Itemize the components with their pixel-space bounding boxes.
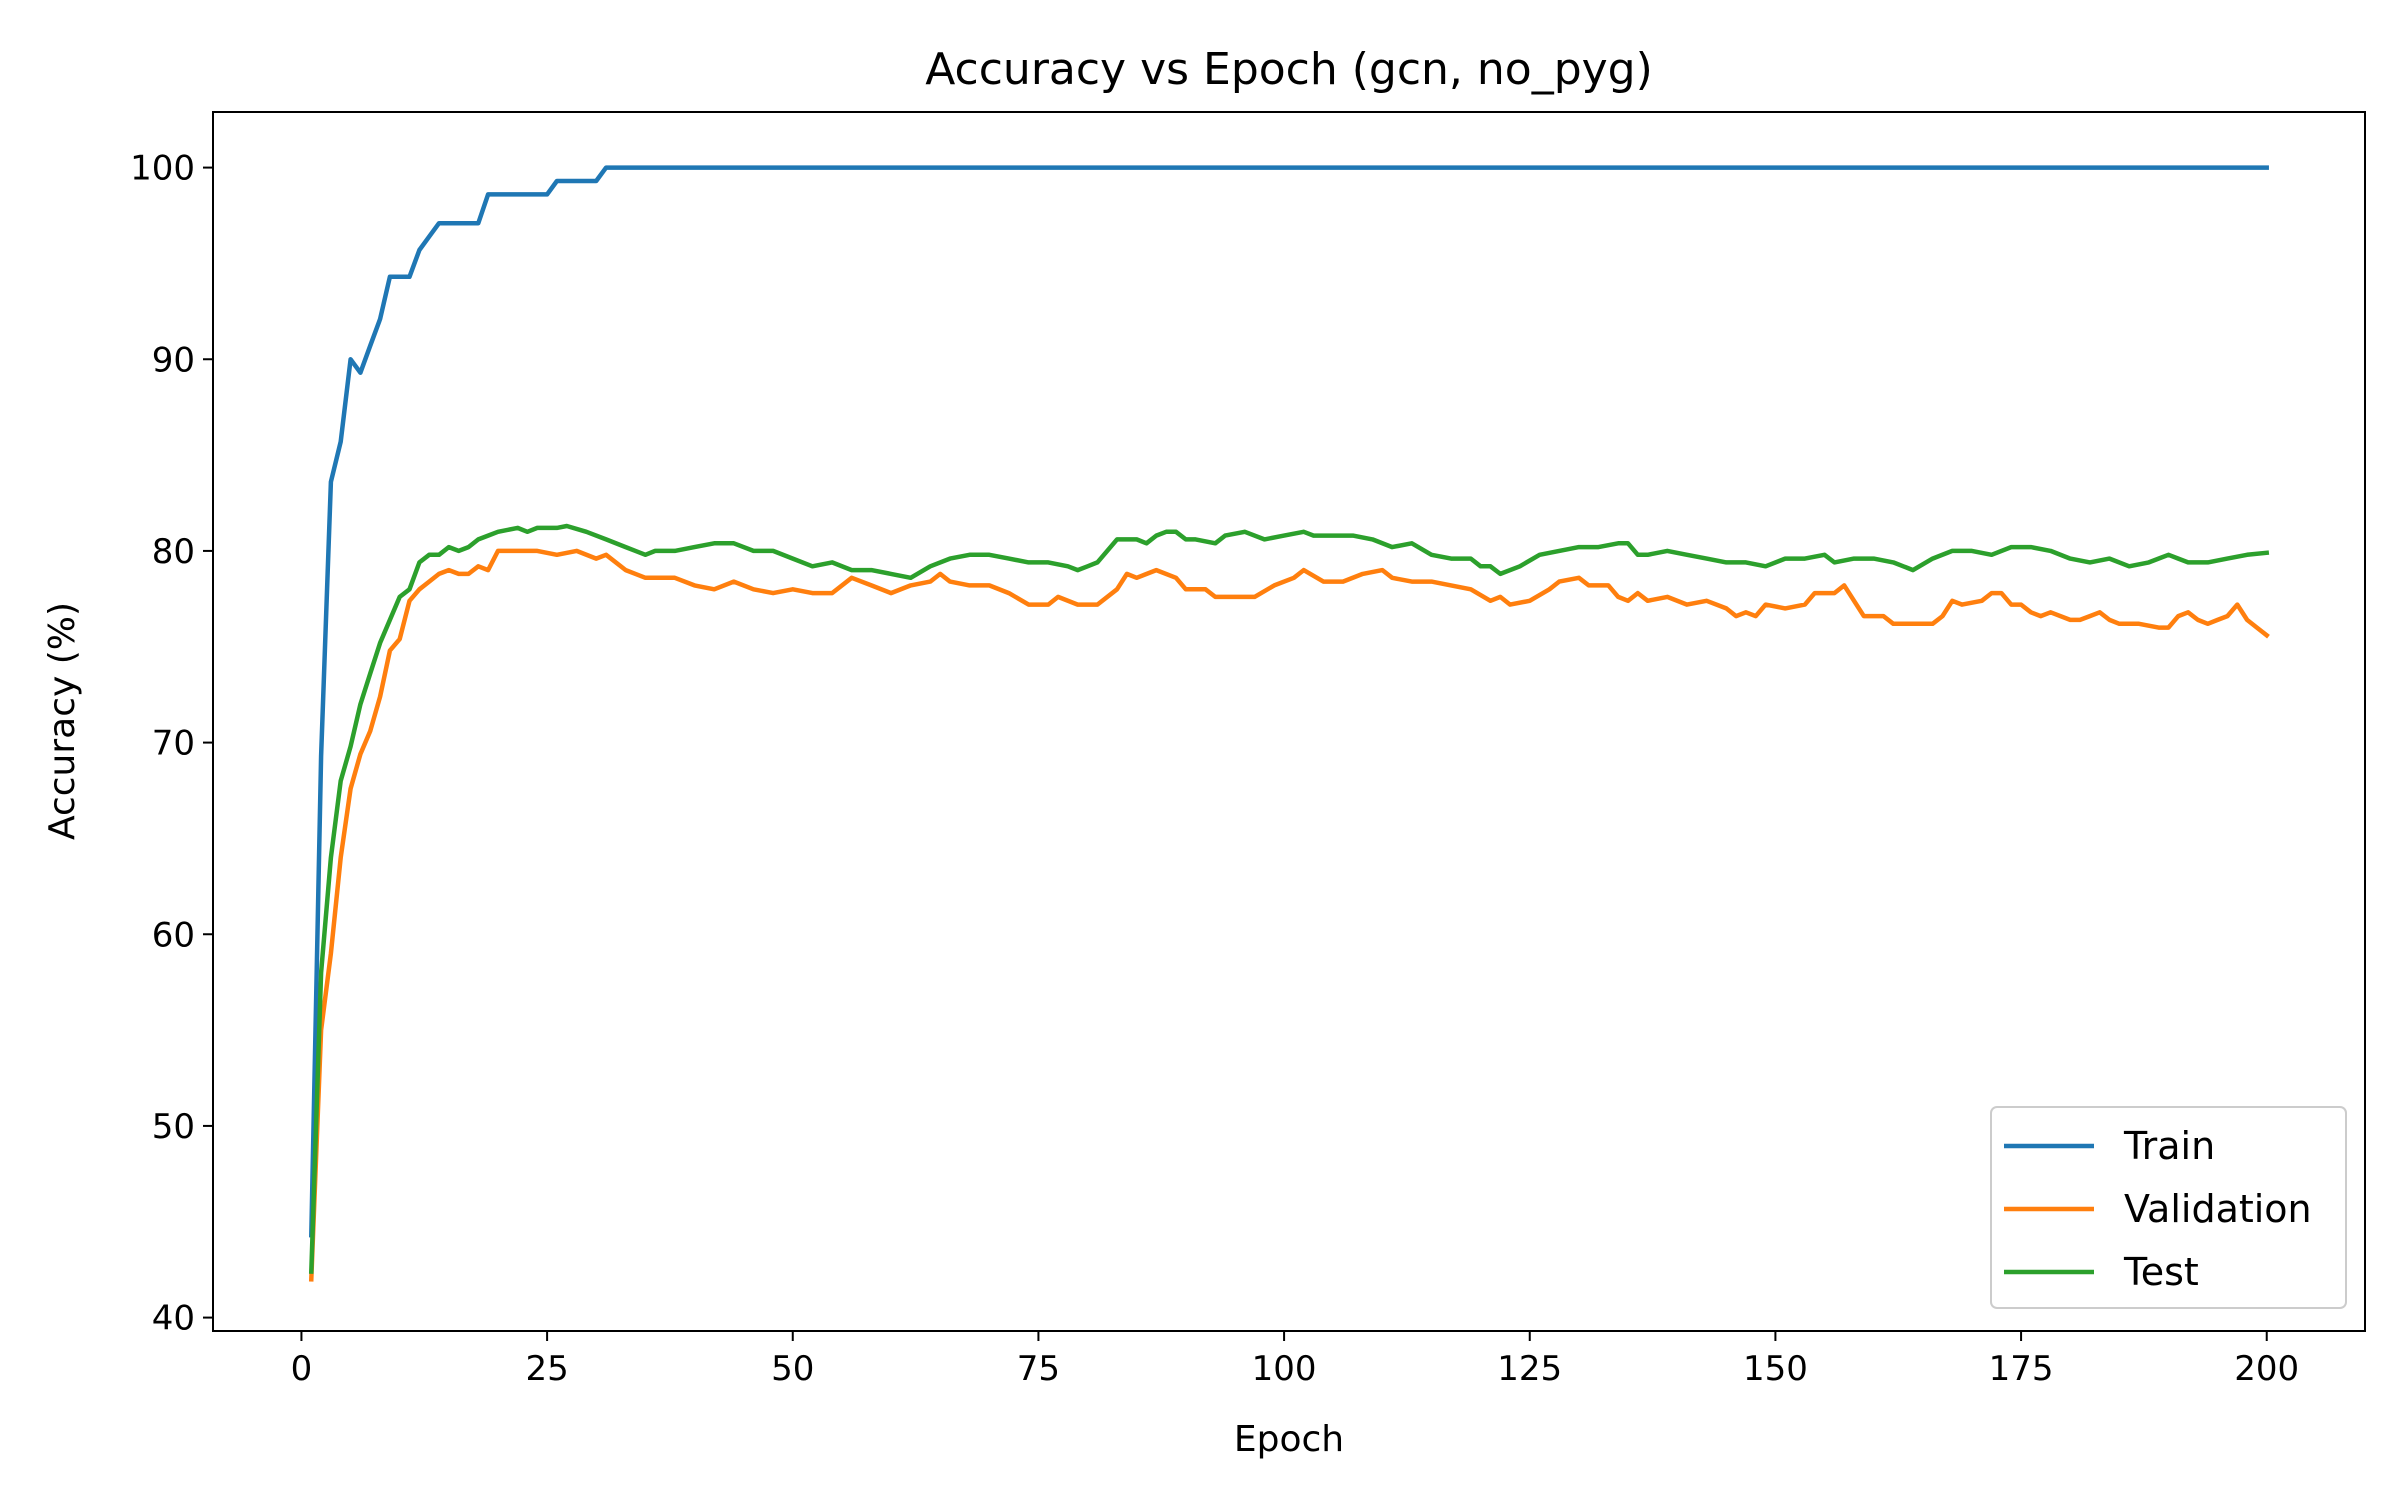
y-axis: 40 50 60 70 80 90 100 xyxy=(130,149,213,1339)
series-line-train xyxy=(309,165,2269,1238)
y-tick-label: 100 xyxy=(130,149,195,189)
legend-box xyxy=(1990,1106,2347,1309)
chart-title: Accuracy vs Epoch (gcn, no_pyg) xyxy=(925,44,1653,95)
x-tick-label: 25 xyxy=(525,1349,568,1389)
legend-label-train: Train xyxy=(2123,1124,2215,1168)
y-tick-label: 60 xyxy=(152,915,195,955)
y-tick-label: 90 xyxy=(152,340,195,380)
plot-lines xyxy=(308,165,2270,1282)
y-tick-label: 50 xyxy=(152,1107,195,1147)
series-line-test xyxy=(308,523,2270,1274)
x-tick-label: 175 xyxy=(1989,1349,2054,1389)
legend-label-validation: Validation xyxy=(2124,1187,2312,1231)
x-axis: 0 25 50 75 100 125 150 175 200 xyxy=(291,1331,2299,1389)
y-tick-label: 40 xyxy=(152,1299,195,1339)
legend-label-test: Test xyxy=(2123,1250,2199,1294)
x-tick-label: 50 xyxy=(771,1349,814,1389)
x-tick-label: 0 xyxy=(291,1349,313,1389)
x-tick-label: 125 xyxy=(1497,1349,1562,1389)
y-tick-label: 80 xyxy=(152,532,195,572)
plot-frame xyxy=(212,111,2366,1332)
legend: Train Validation Test xyxy=(1990,1106,2347,1309)
x-tick-label: 200 xyxy=(2234,1349,2299,1389)
series-line-validation xyxy=(308,548,2270,1282)
x-tick-label: 150 xyxy=(1743,1349,1808,1389)
y-axis-title: Accuracy (%) xyxy=(42,602,83,840)
x-axis-title: Epoch xyxy=(1234,1419,1344,1460)
y-tick-label: 70 xyxy=(152,724,195,764)
x-tick-label: 100 xyxy=(1252,1349,1317,1389)
x-tick-label: 75 xyxy=(1017,1349,1060,1389)
